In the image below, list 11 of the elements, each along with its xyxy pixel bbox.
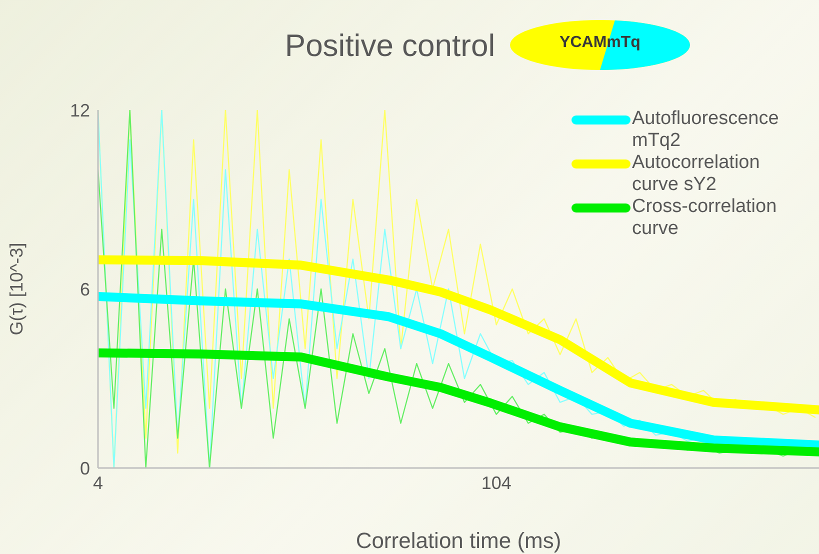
y-tick-label: 0 — [80, 458, 90, 478]
x-tick-label: 4 — [92, 472, 104, 493]
legend-label: Autofluorescence mTq2 — [632, 108, 780, 152]
legend-label: Cross-correlation curve — [632, 196, 778, 240]
x-axis-title: Correlation time (ms) — [356, 528, 562, 553]
y-tick-label: 6 — [80, 279, 90, 300]
x-tick-label: 104 — [481, 472, 512, 493]
y-tick-label: 12 — [70, 100, 90, 120]
y-axis-title: G(τ) [10^-3] — [6, 242, 26, 336]
chart-title: Positive control — [284, 28, 496, 63]
legend-label: Autocorrelation curve sY2 — [632, 152, 761, 196]
